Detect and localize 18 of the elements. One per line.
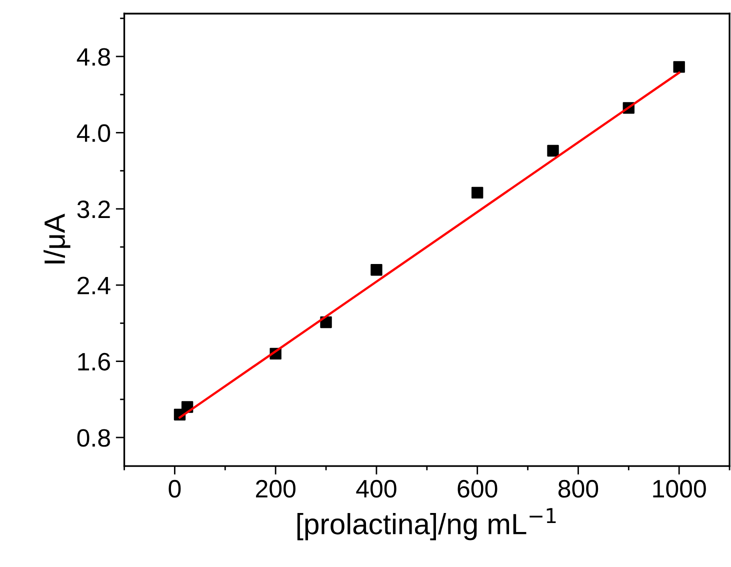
- y-tick-label: 2.4: [78, 276, 110, 294]
- point: [673, 61, 685, 73]
- x-tick-label: 200: [256, 480, 296, 498]
- y-tick-label: 0.8: [77, 429, 110, 447]
- x-axis-title: [prolactina]/ng mL$^{−1}$: [297, 508, 556, 540]
- y-tick-label: 1.6: [78, 352, 110, 371]
- x-tick-label: 600: [458, 480, 498, 498]
- point: [370, 264, 382, 276]
- y-axis-title: I/μA: [44, 214, 70, 264]
- x-tick-label: 1000: [653, 480, 706, 498]
- x-tick-label: 0: [168, 480, 181, 498]
- y-tick-label: 3.2: [77, 200, 110, 218]
- point: [547, 144, 559, 157]
- y-tick-label: 4.8: [76, 48, 110, 66]
- point: [472, 186, 484, 199]
- x-tick-label: 400: [356, 480, 396, 498]
- x-tick-label: 800: [558, 480, 598, 498]
- y-tick-label: 4.0: [76, 124, 110, 142]
